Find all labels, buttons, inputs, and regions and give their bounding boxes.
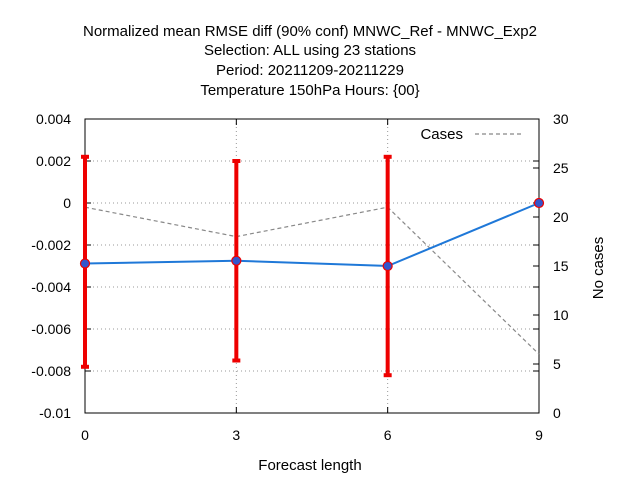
y2-tick-label: 20: [553, 209, 569, 225]
chart-title: Normalized mean RMSE diff (90% conf) MNW…: [83, 23, 537, 99]
y-tick-label: -0.006: [31, 321, 71, 337]
y2-axis-label: No cases: [590, 237, 607, 300]
y2-tick-label: 30: [553, 111, 569, 127]
x-tick-label: 9: [535, 427, 543, 443]
y-tick-label: 0.004: [36, 111, 71, 127]
series-point: [79, 258, 91, 269]
y-tick-label: 0.002: [36, 153, 71, 169]
y-tick-label: -0.01: [39, 405, 71, 421]
y-tick-label: -0.008: [31, 363, 71, 379]
title-line-2: Selection: ALL using 23 stations: [204, 42, 416, 59]
y-tick-label: -0.004: [31, 279, 71, 295]
ticks: 0.004 0.002 0 -0.002 -0.004 -0.006 -0.008 -0.01…: [31, 111, 568, 443]
x-tick-label: 3: [232, 427, 240, 443]
title-line-1: Normalized mean RMSE diff (90% conf) MNW…: [83, 23, 537, 40]
plot-frame: [84, 118, 540, 414]
legend: Cases: [420, 126, 522, 143]
series-layer: [79, 154, 545, 378]
y-tick-label: 0: [63, 195, 71, 211]
title-line-3: Period: 20211209-20211229: [216, 62, 404, 79]
grid: [85, 119, 539, 413]
y2-tick-label: 0: [553, 405, 561, 421]
x-tick-label: 0: [81, 427, 89, 443]
x-tick-label: 6: [384, 427, 392, 443]
series-line-main: [84, 202, 540, 268]
title-line-4: Temperature 150hPa Hours: {00}: [200, 82, 419, 99]
y2-tick-label: 25: [553, 160, 569, 176]
axes: [84, 118, 540, 414]
series-point: [382, 260, 393, 272]
y2-tick-label: 15: [553, 258, 569, 274]
y2-tick-label: 10: [553, 307, 569, 323]
y2-tick-label: 5: [553, 356, 561, 372]
y-tick-label: -0.002: [31, 237, 71, 253]
series-point: [533, 197, 545, 209]
series-point: [231, 255, 242, 266]
legend-label-cases: Cases: [420, 126, 463, 143]
series-line-cases: [84, 206, 540, 355]
x-axis-label: Forecast length: [258, 457, 361, 474]
